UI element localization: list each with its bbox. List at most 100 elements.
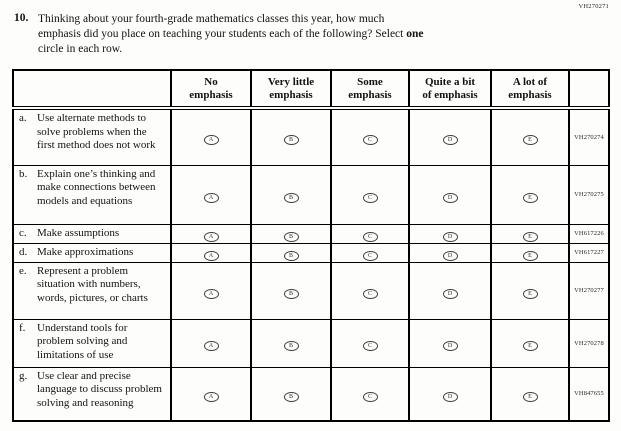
answer-bubble-c[interactable]: C xyxy=(362,391,378,402)
answer-cell: A xyxy=(170,164,252,225)
header-stem-empty xyxy=(12,69,172,110)
answer-bubble-e[interactable]: E xyxy=(522,341,538,351)
table-row-c: c. Make assumptions A B C D E VH617226 xyxy=(12,223,610,244)
answer-bubble-e[interactable]: E xyxy=(522,192,538,203)
answer-bubble-c[interactable]: C xyxy=(362,135,378,146)
table-row-a: a. Use alternate methods to solve proble… xyxy=(12,107,610,166)
emphasis-response-table: No emphasis Very little emphasis Some em… xyxy=(12,69,610,422)
answer-bubble-a[interactable]: A xyxy=(203,288,219,299)
header-quite-a-bit-of-emphasis: Quite a bit of emphasis xyxy=(408,69,492,110)
answer-bubble-d[interactable]: D xyxy=(442,288,458,299)
row-stem: d. Make approximations xyxy=(12,242,172,263)
question-number: 10. xyxy=(14,12,29,24)
answer-bubble-b[interactable]: B xyxy=(283,250,299,261)
question-line-2-text: emphasis did you place on teaching your … xyxy=(38,28,407,40)
answer-bubble-a[interactable]: A xyxy=(203,341,219,351)
table-row-d: d. Make approximations A B C D E VH61722… xyxy=(12,242,610,263)
row-text: Use clear and precise language to discus… xyxy=(37,369,162,409)
row-code: VH270277 xyxy=(568,261,610,320)
row-text: Explain one’s thinking and make connecti… xyxy=(37,167,156,207)
page-code: VH270271 xyxy=(578,3,609,10)
answer-bubble-c[interactable]: C xyxy=(362,192,378,203)
answer-bubble-b[interactable]: B xyxy=(283,135,299,146)
answer-cell: A xyxy=(170,366,252,422)
question-line-1: Thinking about your fourth-grade mathema… xyxy=(38,13,385,25)
answer-cell: E xyxy=(490,318,570,368)
answer-cell: D xyxy=(408,242,492,263)
answer-cell: E xyxy=(490,366,570,422)
table-row-e: e. Represent a problem situation with nu… xyxy=(12,261,610,320)
header-row: No emphasis Very little emphasis Some em… xyxy=(12,69,610,110)
row-text: Make approximations xyxy=(37,245,134,258)
answer-bubble-a[interactable]: A xyxy=(203,231,219,242)
answer-bubble-e[interactable]: E xyxy=(522,288,538,299)
answer-bubble-b[interactable]: B xyxy=(283,341,299,351)
answer-cell: A xyxy=(170,107,252,166)
row-letter: e. xyxy=(19,264,27,277)
answer-bubble-b[interactable]: B xyxy=(283,391,299,402)
answer-bubble-a[interactable]: A xyxy=(203,192,219,203)
answer-bubble-c[interactable]: C xyxy=(362,231,378,242)
answer-cell: D xyxy=(408,366,492,422)
answer-bubble-e[interactable]: E xyxy=(522,135,538,146)
answer-bubble-b[interactable]: B xyxy=(283,288,299,299)
answer-bubble-a[interactable]: A xyxy=(203,250,219,261)
row-stem: f. Understand tools for problem solving … xyxy=(12,318,172,368)
header-line: Some xyxy=(357,76,383,88)
answer-bubble-d[interactable]: D xyxy=(442,192,458,203)
question-line-3: circle in each row. xyxy=(38,43,123,55)
answer-cell: B xyxy=(250,318,332,368)
row-stem: c. Make assumptions xyxy=(12,223,172,244)
answer-bubble-d[interactable]: D xyxy=(442,391,458,402)
row-letter: c. xyxy=(19,226,27,239)
answer-cell: B xyxy=(250,242,332,263)
header-line: emphasis xyxy=(189,88,233,101)
table-row-g: g. Use clear and precise language to dis… xyxy=(12,366,610,422)
answer-cell: E xyxy=(490,107,570,166)
row-stem: g. Use clear and precise language to dis… xyxy=(12,366,172,422)
row-stem: b. Explain one’s thinking and make conne… xyxy=(12,164,172,225)
answer-cell: D xyxy=(408,318,492,368)
answer-cell: D xyxy=(408,164,492,225)
answer-cell: E xyxy=(490,261,570,320)
row-text: Represent a problem situation with numbe… xyxy=(37,264,148,304)
header-very-little-emphasis: Very little emphasis xyxy=(250,69,332,110)
header-a-lot-of-emphasis: A lot of emphasis xyxy=(490,69,570,110)
row-stem: e. Represent a problem situation with nu… xyxy=(12,261,172,320)
answer-bubble-b[interactable]: B xyxy=(283,231,299,242)
answer-cell: A xyxy=(170,318,252,368)
answer-bubble-e[interactable]: E xyxy=(522,231,538,242)
answer-bubble-c[interactable]: C xyxy=(362,341,378,351)
answer-bubble-d[interactable]: D xyxy=(442,341,458,351)
answer-bubble-e[interactable]: E xyxy=(522,391,538,402)
answer-bubble-b[interactable]: B xyxy=(283,192,299,203)
row-letter: a. xyxy=(19,112,27,124)
answer-cell: C xyxy=(330,107,410,166)
answer-cell: D xyxy=(408,107,492,166)
header-line: A lot of xyxy=(512,76,548,88)
row-text: Make assumptions xyxy=(37,226,120,239)
answer-bubble-a[interactable]: A xyxy=(203,135,219,146)
answer-bubble-e[interactable]: E xyxy=(522,250,538,261)
question-bold-word: one xyxy=(406,28,424,40)
row-letter: d. xyxy=(19,245,28,258)
row-letter: b. xyxy=(19,167,28,180)
header-no-emphasis: No emphasis xyxy=(170,69,252,110)
question-block: 10. Thinking about your fourth-grade mat… xyxy=(0,0,621,57)
answer-cell: B xyxy=(250,366,332,422)
answer-bubble-d[interactable]: D xyxy=(442,250,458,261)
answer-bubble-c[interactable]: C xyxy=(362,250,378,261)
answer-bubble-a[interactable]: A xyxy=(203,391,219,402)
answer-cell: C xyxy=(330,242,410,263)
answer-cell: C xyxy=(330,223,410,244)
answer-bubble-c[interactable]: C xyxy=(362,288,378,299)
header-line: Very little xyxy=(267,76,315,88)
table-row-b: b. Explain one’s thinking and make conne… xyxy=(12,164,610,225)
answer-bubble-d[interactable]: D xyxy=(442,135,458,146)
answer-bubble-d[interactable]: D xyxy=(442,231,458,242)
header-line: of emphasis xyxy=(422,88,478,101)
table-row-f: f. Understand tools for problem solving … xyxy=(12,318,610,368)
row-code: VH270278 xyxy=(568,318,610,368)
header-some-emphasis: Some emphasis xyxy=(330,69,410,110)
